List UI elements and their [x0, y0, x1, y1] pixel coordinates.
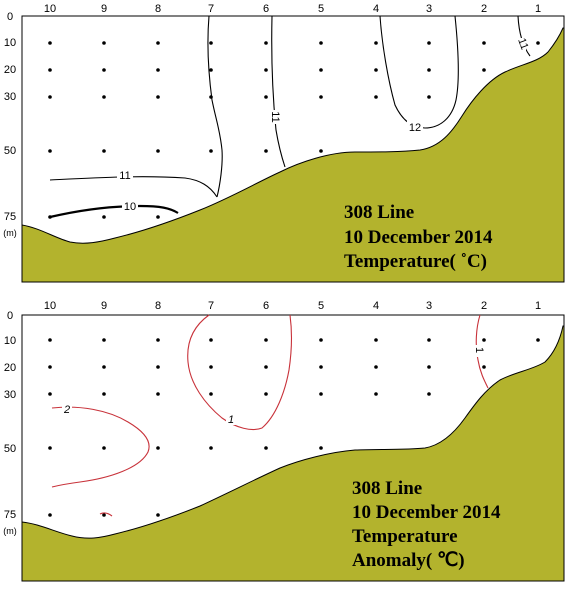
contour-line	[49, 204, 179, 219]
seafloor-land	[21, 27, 565, 283]
contour-line	[187, 314, 292, 431]
depth-label: 50	[4, 145, 16, 157]
depth-label: 30	[4, 91, 16, 103]
depth-label: 10	[4, 335, 16, 347]
station-label: 6	[263, 300, 269, 312]
contour-line	[379, 15, 459, 129]
seafloor-land	[21, 325, 565, 582]
panel-title: 308 Line 10 December 2014 Temperature( ˚…	[344, 202, 493, 272]
depth-label: 75	[4, 211, 16, 223]
station-axis: 10 9 8 7 6 5 4 3 2 1	[44, 3, 541, 15]
title-line: 308 Line	[344, 202, 414, 223]
depth-label: 30	[4, 389, 16, 401]
station-label: 4	[373, 300, 379, 312]
depth-label: 0	[7, 310, 13, 322]
station-label: 1	[535, 300, 541, 312]
depth-label: 10	[4, 37, 16, 49]
contour-label: 1	[473, 347, 485, 353]
contour-label: 11	[269, 111, 281, 122]
contour-line	[51, 406, 150, 488]
contour-label: 12	[409, 122, 421, 134]
station-label: 9	[101, 3, 107, 15]
contour-label: 11	[515, 37, 530, 52]
title-line: Temperature	[352, 526, 458, 547]
panel-title: 308 Line 10 December 2014 Temperature An…	[352, 478, 501, 571]
station-label: 2	[481, 300, 487, 312]
station-label: 7	[208, 300, 214, 312]
contour-labels: 2 1 1	[62, 345, 485, 426]
contour-line	[271, 15, 286, 168]
station-axis: 10 9 8 7 6 5 4 3 2 1	[44, 300, 541, 312]
sample-points	[48, 338, 540, 517]
depth-label: 20	[4, 362, 16, 374]
depth-label: 0	[7, 11, 13, 23]
contour-label: 2	[63, 404, 70, 416]
contour-line	[49, 176, 218, 198]
station-label: 5	[318, 300, 324, 312]
depth-label: 20	[4, 64, 16, 76]
contour-label: 10	[124, 201, 136, 213]
station-label: 5	[318, 3, 324, 15]
station-label: 8	[155, 3, 161, 15]
station-label: 9	[101, 300, 107, 312]
depth-axis: 0 10 20 30 50 75 (m)	[3, 310, 17, 536]
contour-label: 11	[119, 170, 130, 182]
station-label: 4	[373, 3, 379, 15]
depth-axis: 0 10 20 30 50 75 (m)	[3, 11, 17, 238]
title-line: Temperature( ˚C)	[344, 251, 487, 272]
depth-unit: (m)	[3, 228, 17, 238]
title-line: 10 December 2014	[344, 227, 493, 248]
contour-line	[99, 512, 113, 517]
anomaly-contours	[51, 314, 489, 517]
contour-labels: 11 11 12 11 10	[117, 37, 530, 213]
contour-label: 1	[228, 414, 234, 426]
depth-label: 50	[4, 443, 16, 455]
title-line: 308 Line	[352, 478, 422, 499]
station-label: 3	[426, 3, 432, 15]
depth-label: 75	[4, 509, 16, 521]
station-label: 10	[44, 3, 56, 15]
station-label: 2	[481, 3, 487, 15]
station-label: 7	[208, 3, 214, 15]
station-label: 3	[426, 300, 432, 312]
station-label: 1	[535, 3, 541, 15]
panel-temperature-anomaly: 10 9 8 7 6 5 4 3 2 1 0 10 20 30 50 75 (m…	[3, 300, 565, 582]
station-label: 8	[155, 300, 161, 312]
title-line: 10 December 2014	[352, 502, 501, 523]
station-label: 10	[44, 300, 56, 312]
contour-line	[207, 15, 223, 198]
panel-temperature: 10 9 8 7 6 5 4 3 2 1 0 10 20 30 50 75 (m…	[3, 3, 565, 283]
depth-unit: (m)	[3, 526, 17, 536]
title-line: Anomaly( ℃)	[352, 550, 465, 571]
contour-line	[475, 314, 489, 389]
station-label: 6	[263, 3, 269, 15]
